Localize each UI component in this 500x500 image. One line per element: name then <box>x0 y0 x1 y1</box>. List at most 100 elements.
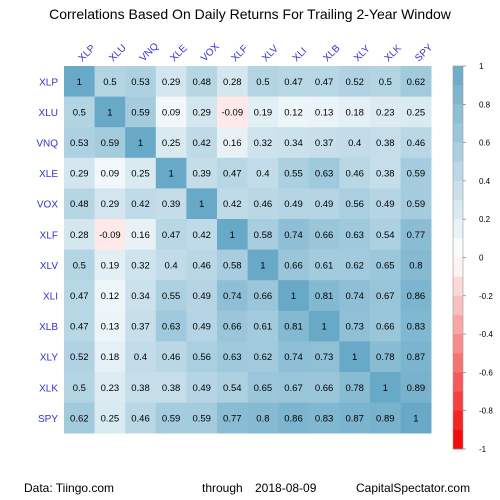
column-label: XLI <box>291 46 309 64</box>
legend-tick-label: 0.2 <box>479 215 491 224</box>
cell-value-label: 0.19 <box>101 260 120 271</box>
legend-swatch <box>453 180 463 201</box>
heatmap-cell <box>339 96 371 128</box>
cell-value-label: 0.62 <box>254 352 273 363</box>
cell-value-label: 0.74 <box>284 230 303 241</box>
legend-swatch <box>453 314 463 335</box>
row-label: XLE <box>39 169 58 180</box>
heatmap-cell <box>400 402 432 434</box>
cell-value-label: 0.67 <box>376 291 395 302</box>
heatmap-cell <box>186 188 218 220</box>
heatmap-cell <box>400 219 432 250</box>
cell-value-label: 0.74 <box>223 291 242 302</box>
heatmap-cell <box>64 66 95 97</box>
cell-value-label: -0.09 <box>221 107 243 118</box>
heatmap-cell <box>186 249 218 281</box>
heatmap-cell <box>278 310 310 342</box>
heatmap-cell <box>370 249 401 281</box>
cell-value-label: 0.53 <box>70 138 89 149</box>
heatmap-cell <box>64 341 95 373</box>
heatmap-cell <box>339 249 371 281</box>
cell-value-label: 0.89 <box>376 413 395 424</box>
heatmap-cell <box>155 402 187 434</box>
heatmap-cell <box>125 280 157 312</box>
heatmap-cell <box>278 66 310 97</box>
cell-value-label: 0.12 <box>284 107 303 118</box>
heatmap-cell <box>94 280 126 312</box>
cell-value-label: 0.59 <box>101 138 120 149</box>
heatmap-cell <box>370 96 401 128</box>
heatmap-cell <box>247 127 279 159</box>
heatmap-cell <box>125 96 157 128</box>
heatmap-cell <box>155 249 187 281</box>
heatmap-cell <box>217 157 248 189</box>
cell-value-label: 0.4 <box>348 138 361 149</box>
heatmap-cell <box>94 127 126 159</box>
cell-value-label: 0.29 <box>101 199 120 210</box>
heatmap-cell <box>308 310 340 342</box>
heatmap-cell <box>247 280 279 312</box>
column-label: XLP <box>77 43 98 64</box>
heatmap-cell <box>308 127 340 159</box>
heatmap-cell <box>308 219 340 250</box>
heatmap-cell <box>125 310 157 342</box>
cell-value-label: 0.86 <box>407 291 426 302</box>
column-label: VNQ <box>138 41 161 64</box>
cell-value-label: 0.66 <box>315 383 334 394</box>
cell-value-label: 0.59 <box>192 413 211 424</box>
cell-value-label: 0.53 <box>131 77 150 88</box>
heatmap-cell <box>339 280 371 312</box>
cell-value-label: 0.49 <box>284 199 303 210</box>
heatmap-cell <box>186 127 218 159</box>
heatmap-cell <box>155 96 187 128</box>
heatmap-cell <box>339 372 371 403</box>
legend-swatch <box>453 200 463 220</box>
cell-value-label: 0.38 <box>376 138 395 149</box>
row-label: XLB <box>39 322 58 333</box>
cell-value-label: 0.52 <box>345 77 364 88</box>
row-label: VNQ <box>36 139 58 150</box>
heatmap-cell <box>278 402 310 434</box>
heatmap-cell <box>125 219 157 250</box>
cell-value-label: 0.38 <box>131 383 150 394</box>
cell-value-label: 0.47 <box>162 230 181 241</box>
cell-value-label: 0.38 <box>162 383 181 394</box>
heatmap-cell <box>217 402 248 434</box>
cell-value-label: 0.73 <box>345 322 364 333</box>
heatmap-cell <box>217 249 248 281</box>
row-label: XLU <box>39 108 58 119</box>
heatmap-cell <box>64 402 95 434</box>
cell-value-label: 0.5 <box>379 77 392 88</box>
cell-value-label: 0.77 <box>223 413 242 424</box>
row-label: XLK <box>39 383 58 394</box>
cell-value-label: 0.52 <box>70 352 89 363</box>
legend-swatch <box>453 238 463 258</box>
heatmap-cell <box>217 310 248 342</box>
legend-tick-label: 0.8 <box>479 100 491 109</box>
cell-value-label: 0.46 <box>131 413 150 424</box>
cell-value-label: 1 <box>383 383 388 394</box>
heatmap-cell <box>370 310 401 342</box>
column-label: VOX <box>199 41 222 64</box>
heatmap-cell <box>186 402 218 434</box>
heatmap-cell <box>186 310 218 342</box>
heatmap-cell <box>94 341 126 373</box>
legend-tick-label: 0 <box>479 254 484 263</box>
legend-swatch <box>453 353 463 373</box>
cell-value-label: 0.25 <box>407 107 426 118</box>
cell-value-label: 0.4 <box>164 260 177 271</box>
cell-value-label: 0.16 <box>223 138 242 149</box>
cell-value-label: 0.46 <box>162 352 181 363</box>
legend-swatch <box>453 391 463 412</box>
cell-value-label: 0.56 <box>192 352 211 363</box>
legend-swatch <box>453 257 463 278</box>
heatmap-cell <box>186 219 218 250</box>
heatmap-cell <box>64 96 95 128</box>
cell-value-label: 0.5 <box>256 77 269 88</box>
column-label: XLY <box>352 43 373 64</box>
heatmap-cell <box>339 310 371 342</box>
legend-tick-label: 0.4 <box>479 177 491 186</box>
heatmap-cell <box>247 66 279 97</box>
cell-value-label: 0.37 <box>131 322 150 333</box>
